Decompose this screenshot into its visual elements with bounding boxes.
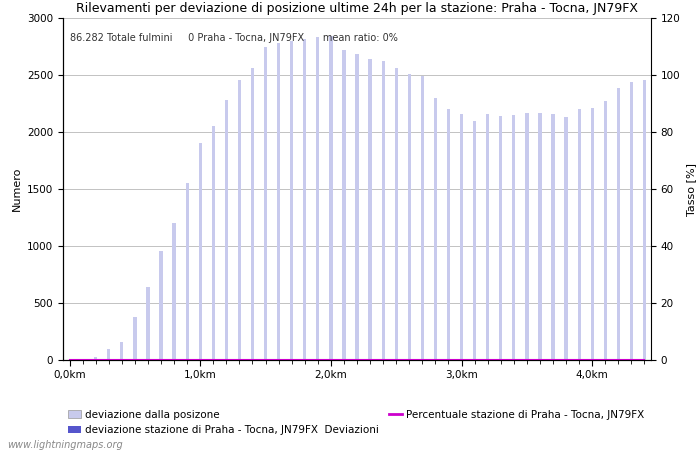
- Bar: [643, 80, 646, 360]
- Bar: [264, 46, 267, 360]
- Bar: [368, 59, 372, 360]
- Bar: [434, 98, 437, 360]
- Bar: [603, 101, 607, 360]
- Bar: [591, 108, 594, 360]
- Bar: [578, 109, 581, 360]
- Bar: [211, 126, 215, 360]
- Bar: [277, 43, 280, 360]
- Bar: [460, 114, 463, 360]
- Bar: [538, 112, 542, 360]
- Bar: [133, 317, 136, 360]
- Bar: [172, 223, 176, 360]
- Bar: [120, 342, 123, 360]
- Bar: [342, 50, 346, 360]
- Bar: [421, 76, 424, 360]
- Bar: [146, 287, 150, 360]
- Bar: [395, 68, 398, 360]
- Bar: [251, 68, 254, 360]
- Y-axis label: Numero: Numero: [11, 167, 22, 211]
- Title: Rilevamenti per deviazione di posizione ultime 24h per la stazione: Praha - Tocn: Rilevamenti per deviazione di posizione …: [76, 2, 638, 15]
- Bar: [512, 115, 515, 360]
- Bar: [238, 80, 241, 360]
- Bar: [160, 251, 162, 360]
- Bar: [552, 114, 554, 360]
- Bar: [382, 61, 385, 360]
- Bar: [290, 41, 293, 360]
- Text: www.lightningmaps.org: www.lightningmaps.org: [7, 440, 122, 450]
- Text: 86.282 Totale fulmini     0 Praha - Tocna, JN79FX      mean ratio: 0%: 86.282 Totale fulmini 0 Praha - Tocna, J…: [70, 33, 398, 43]
- Bar: [564, 117, 568, 360]
- Bar: [225, 100, 228, 360]
- Bar: [199, 144, 202, 360]
- Bar: [525, 112, 528, 360]
- Bar: [94, 356, 97, 360]
- Bar: [356, 54, 358, 360]
- Bar: [303, 39, 307, 360]
- Bar: [617, 88, 620, 360]
- Bar: [107, 349, 111, 360]
- Bar: [316, 37, 319, 360]
- Bar: [473, 121, 476, 360]
- Legend: deviazione dalla posizone, deviazione stazione di Praha - Tocna, JN79FX  Deviazi: deviazione dalla posizone, deviazione st…: [68, 410, 644, 435]
- Y-axis label: Tasso [%]: Tasso [%]: [686, 162, 696, 216]
- Bar: [186, 183, 189, 360]
- Bar: [499, 116, 503, 360]
- Bar: [630, 82, 633, 360]
- Bar: [329, 36, 332, 360]
- Bar: [447, 109, 450, 360]
- Bar: [486, 114, 489, 360]
- Bar: [407, 74, 411, 360]
